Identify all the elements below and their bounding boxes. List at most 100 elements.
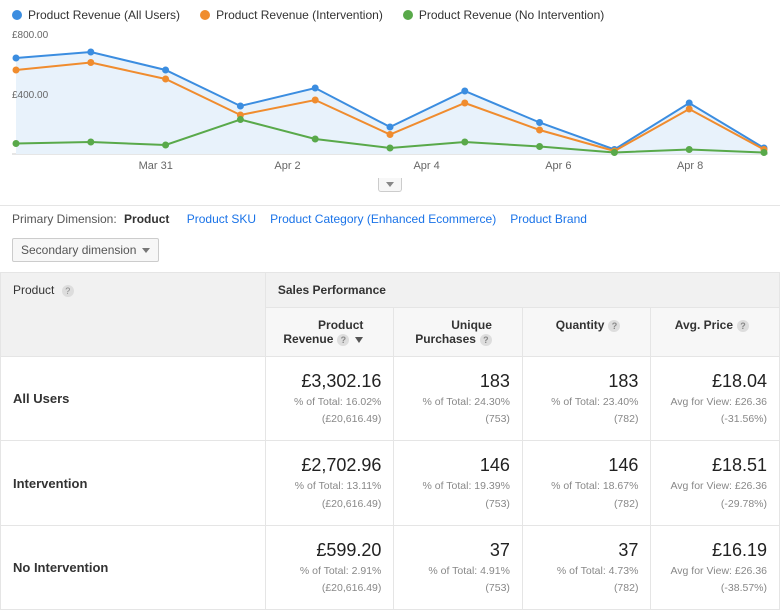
column-header-product[interactable]: Product ? <box>1 273 266 357</box>
column-header[interactable]: Quantity? <box>522 308 651 357</box>
metric-subtext: (£20,616.49) <box>278 412 382 426</box>
help-icon[interactable]: ? <box>337 334 349 346</box>
table-row: Intervention £2,702.96 % of Total: 13.11% (… <box>1 441 780 525</box>
metric-primary: £2,702.96 <box>278 455 382 476</box>
metric-primary: £3,302.16 <box>278 371 382 392</box>
chart-x-label: Apr 8 <box>677 160 703 172</box>
chart-x-axis: Mar 31 Apr 2 Apr 4 Apr 6 Apr 8 <box>24 160 756 178</box>
primary-dimension-row: Primary Dimension: Product Product SKU Pr… <box>0 205 780 232</box>
legend-item[interactable]: Product Revenue (No Intervention) <box>403 8 604 22</box>
legend-dot-icon <box>200 10 210 20</box>
metric-primary: 146 <box>535 455 639 476</box>
metric-subtext: (753) <box>406 497 510 511</box>
metric-subtext: (£20,616.49) <box>278 497 382 511</box>
primary-dimension-label: Primary Dimension: <box>12 212 117 226</box>
help-icon[interactable]: ? <box>737 320 749 332</box>
chart-canvas <box>12 30 768 160</box>
column-header[interactable]: Product Revenue? <box>265 308 394 357</box>
metric-primary: £599.20 <box>278 540 382 561</box>
metric-subtext: (782) <box>535 497 639 511</box>
sort-desc-icon <box>355 337 363 343</box>
help-icon[interactable]: ? <box>608 320 620 332</box>
legend-label: Product Revenue (Intervention) <box>216 8 383 22</box>
metric-cell: £599.20 % of Total: 2.91% (£20,616.49) <box>265 525 394 609</box>
column-header-label: Avg. Price <box>675 318 733 332</box>
table-row: All Users £3,302.16 % of Total: 16.02% (£20… <box>1 357 780 441</box>
metric-subtext: % of Total: 24.30% <box>406 395 510 409</box>
chevron-down-icon <box>378 178 402 192</box>
primary-dimension-selected[interactable]: Product <box>124 212 169 226</box>
dimension-link[interactable]: Product Brand <box>510 212 587 226</box>
chart-y-label: £800.00 <box>12 30 48 41</box>
metric-subtext: % of Total: 18.67% <box>535 479 639 493</box>
chart-x-label: Apr 4 <box>413 160 439 172</box>
metric-primary: £16.19 <box>663 540 767 561</box>
legend-label: Product Revenue (All Users) <box>28 8 180 22</box>
chart-expand-toggle[interactable] <box>12 178 768 195</box>
metric-subtext: (£20,616.49) <box>278 581 382 595</box>
table-row: No Intervention £599.20 % of Total: 2.91% (… <box>1 525 780 609</box>
metric-cell: 183 % of Total: 23.40% (782) <box>522 357 651 441</box>
line-chart: £800.00 £400.00 Mar 31 Apr 2 Apr 4 Apr 6 Apr … <box>0 26 780 178</box>
chart-x-label: Apr 6 <box>545 160 571 172</box>
metric-cell: £18.51 Avg for View: £26.36 (-29.78%) <box>651 441 780 525</box>
chart-legend: Product Revenue (All Users) Product Reven… <box>0 0 780 26</box>
chart-x-label: Apr 2 <box>274 160 300 172</box>
metric-primary: 183 <box>406 371 510 392</box>
legend-dot-icon <box>12 10 22 20</box>
legend-item[interactable]: Product Revenue (Intervention) <box>200 8 383 22</box>
metric-primary: 183 <box>535 371 639 392</box>
metric-subtext: % of Total: 13.11% <box>278 479 382 493</box>
metric-primary: £18.04 <box>663 371 767 392</box>
metric-subtext: (753) <box>406 412 510 426</box>
secondary-dimension-label: Secondary dimension <box>21 243 136 257</box>
legend-item[interactable]: Product Revenue (All Users) <box>12 8 180 22</box>
metric-subtext: % of Total: 23.40% <box>535 395 639 409</box>
help-icon[interactable]: ? <box>480 334 492 346</box>
chart-y-label: £400.00 <box>12 90 48 101</box>
row-label: All Users <box>1 357 266 441</box>
dimension-link[interactable]: Product SKU <box>187 212 256 226</box>
chevron-down-icon <box>142 248 150 253</box>
metric-subtext: % of Total: 4.91% <box>406 564 510 578</box>
metric-subtext: (782) <box>535 412 639 426</box>
metric-cell: £18.04 Avg for View: £26.36 (-31.56%) <box>651 357 780 441</box>
metric-subtext: % of Total: 2.91% <box>278 564 382 578</box>
metric-subtext: % of Total: 16.02% <box>278 395 382 409</box>
column-header-label: Product Revenue <box>283 318 363 346</box>
metric-cell: £2,702.96 % of Total: 13.11% (£20,616.49) <box>265 441 394 525</box>
metric-subtext: (753) <box>406 581 510 595</box>
metric-subtext: (782) <box>535 581 639 595</box>
metric-cell: 37 % of Total: 4.91% (753) <box>394 525 523 609</box>
metric-cell: 37 % of Total: 4.73% (782) <box>522 525 651 609</box>
metric-cell: 146 % of Total: 19.39% (753) <box>394 441 523 525</box>
help-icon[interactable]: ? <box>62 285 74 297</box>
sales-performance-table: Product ? Sales Performance Product Reve… <box>0 272 780 610</box>
metric-primary: £18.51 <box>663 455 767 476</box>
legend-dot-icon <box>403 10 413 20</box>
metric-subtext: Avg for View: £26.36 <box>663 564 767 578</box>
chart-x-label: Mar 31 <box>139 160 173 172</box>
metric-primary: 37 <box>535 540 639 561</box>
metric-primary: 146 <box>406 455 510 476</box>
metric-subtext: % of Total: 19.39% <box>406 479 510 493</box>
metric-cell: 183 % of Total: 24.30% (753) <box>394 357 523 441</box>
metric-cell: 146 % of Total: 18.67% (782) <box>522 441 651 525</box>
metric-cell: £16.19 Avg for View: £26.36 (-38.57%) <box>651 525 780 609</box>
metric-subtext: (-29.78%) <box>663 497 767 511</box>
metric-subtext: (-31.56%) <box>663 412 767 426</box>
metric-subtext: % of Total: 4.73% <box>535 564 639 578</box>
secondary-dimension-dropdown[interactable]: Secondary dimension <box>12 238 159 262</box>
metric-cell: £3,302.16 % of Total: 16.02% (£20,616.49) <box>265 357 394 441</box>
column-header[interactable]: Avg. Price? <box>651 308 780 357</box>
metric-subtext: Avg for View: £26.36 <box>663 479 767 493</box>
legend-label: Product Revenue (No Intervention) <box>419 8 604 22</box>
row-label: No Intervention <box>1 525 266 609</box>
metric-subtext: Avg for View: £26.36 <box>663 395 767 409</box>
column-group-sales-performance: Sales Performance <box>265 273 779 308</box>
row-label: Intervention <box>1 441 266 525</box>
metric-primary: 37 <box>406 540 510 561</box>
metric-subtext: (-38.57%) <box>663 581 767 595</box>
column-header[interactable]: Unique Purchases? <box>394 308 523 357</box>
dimension-link[interactable]: Product Category (Enhanced Ecommerce) <box>270 212 496 226</box>
